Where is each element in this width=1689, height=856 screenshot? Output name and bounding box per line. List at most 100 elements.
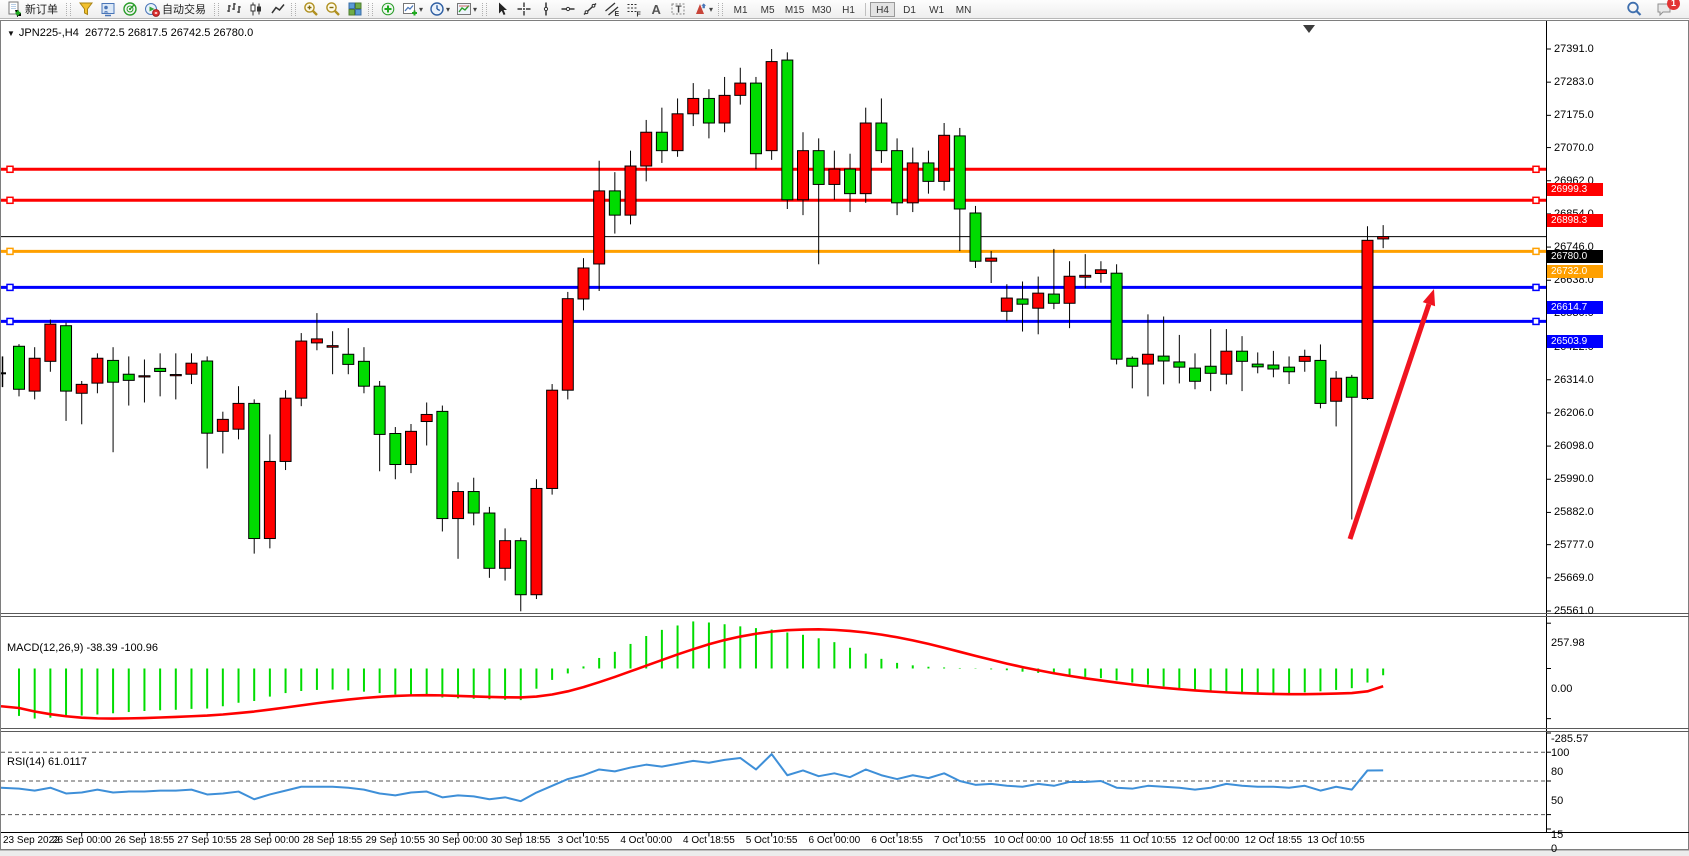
timeframe-button-M30[interactable]: M30 (811, 4, 832, 16)
candle (75, 380, 88, 425)
candle (201, 356, 214, 469)
metaeditor-button[interactable] (75, 1, 97, 18)
line-chart-button[interactable] (267, 1, 289, 18)
timeframe-button-H4[interactable]: H4 (870, 1, 896, 17)
timeframe-button-M15[interactable]: M15 (784, 4, 805, 16)
price-badge: 26898.3 (1547, 213, 1603, 227)
dropdown-arrow-icon[interactable]: ▾ (709, 4, 714, 14)
trendline-button[interactable] (579, 1, 601, 18)
timeframe-button-D1[interactable]: D1 (903, 4, 916, 16)
timeframe-button-M1[interactable]: M1 (733, 4, 748, 16)
candle (1267, 350, 1280, 378)
new-order-button[interactable]: 新订单 (4, 1, 64, 18)
new-chart-button[interactable]: ▾ (399, 1, 426, 18)
candle (875, 98, 888, 163)
time-axis-label: 10 Oct 00:00 (993, 835, 1052, 846)
indicators-button[interactable] (377, 1, 399, 18)
rsi-indicator-label: RSI(14) 61.0117 (7, 755, 87, 768)
line-handle[interactable] (6, 283, 14, 292)
candle (1361, 226, 1374, 401)
candle (91, 353, 104, 394)
line-handle[interactable] (1532, 283, 1540, 292)
periods-button[interactable]: ▾ (426, 1, 453, 18)
hline-objects-layer (1, 165, 1546, 326)
annotation-arrow-head[interactable] (1422, 289, 1436, 307)
toolbar-group: ▾ ▾ ▾ (377, 0, 480, 19)
fibonacci-button[interactable]: F (623, 1, 645, 18)
time-axis-label: 12 Oct 18:55 (1244, 835, 1303, 846)
timeframe-button-W1[interactable]: W1 (929, 4, 945, 16)
text-button[interactable]: A (645, 1, 667, 18)
candle (969, 205, 982, 268)
chart-shift-marker[interactable] (1303, 25, 1315, 33)
line-handle[interactable] (1532, 247, 1540, 256)
time-axis-label: 13 Oct 10:55 (1307, 835, 1365, 846)
text-label-button[interactable]: T (667, 1, 689, 18)
candle (138, 359, 151, 403)
candles-chart-button[interactable] (245, 1, 267, 18)
dropdown-arrow-icon[interactable]: ▾ (419, 4, 424, 14)
candle (483, 506, 496, 578)
macd-pane-layer (1, 621, 1385, 720)
arrows-button[interactable]: ▾ (689, 1, 716, 18)
candle (1173, 334, 1186, 384)
line-handle[interactable] (6, 196, 14, 205)
algo-trading-icon (145, 3, 160, 17)
line-handle[interactable] (6, 317, 14, 326)
tile-windows-button[interactable] (344, 1, 366, 18)
trendline-icon (583, 2, 597, 16)
svg-text:E: E (615, 11, 620, 17)
horizontal-line-button[interactable] (557, 1, 579, 18)
candle (1283, 356, 1296, 385)
profile-button[interactable] (97, 1, 119, 18)
candle (1110, 264, 1123, 365)
equidistant-channel-icon: E (605, 2, 620, 17)
candle (1377, 225, 1390, 249)
bars-chart-button[interactable] (223, 1, 245, 18)
chevron-down-icon[interactable]: ▼ (7, 29, 15, 38)
crosshair-button[interactable] (513, 1, 535, 18)
chart-canvas[interactable] (1, 21, 1689, 851)
candle (655, 107, 668, 163)
price-tick-label: 27391.0 (1554, 43, 1594, 55)
line-handle[interactable] (1532, 165, 1540, 174)
line-handle[interactable] (1532, 196, 1540, 205)
rsi-scale-label: 50 (1551, 795, 1564, 807)
candle (1236, 336, 1249, 392)
price-badge: 26732.0 (1547, 264, 1603, 278)
candle (1047, 248, 1060, 310)
candle (765, 49, 778, 160)
chart-window[interactable]: ▼ JPN225-,H4 26772.5 26817.5 26742.5 2678… (0, 20, 1689, 855)
dropdown-arrow-icon[interactable]: ▾ (446, 4, 451, 14)
search-button[interactable] (1623, 1, 1645, 18)
vertical-line-button[interactable] (535, 1, 557, 18)
radar-button[interactable] (119, 1, 141, 18)
cursor-icon (499, 2, 508, 15)
line-handle[interactable] (6, 165, 14, 174)
annotation-arrow-line[interactable] (1347, 303, 1432, 540)
candle (357, 347, 370, 394)
timeframe-button-M5[interactable]: M5 (760, 4, 775, 16)
equidistant-channel-button[interactable]: E (601, 1, 623, 18)
zoom-out-button[interactable] (322, 1, 344, 18)
rsi-scale-label: 0 (1551, 843, 1558, 855)
zoom-in-button[interactable] (300, 1, 322, 18)
timeframe-button-H1[interactable]: H1 (842, 4, 855, 16)
algo-trading-button[interactable]: 自动交易 (141, 1, 212, 18)
candle (530, 479, 543, 600)
timeframe-button-MN[interactable]: MN (955, 4, 972, 16)
notifications-button[interactable]: 1 (1653, 0, 1680, 18)
templates-button[interactable]: ▾ (453, 1, 480, 18)
toolbar-right: 1 (1623, 0, 1685, 18)
time-axis-label: 26 Sep 00:00 (51, 835, 112, 846)
line-handle[interactable] (6, 247, 14, 256)
line-chart-icon (271, 4, 285, 14)
timeframes-group: M1 M5 M15 M30 H1 H4 D1 W1 MN (727, 0, 977, 19)
cursor-button[interactable] (491, 1, 513, 18)
time-axis-label: 26 Sep 18:55 (114, 835, 175, 846)
search-icon (1627, 1, 1642, 16)
dropdown-arrow-icon[interactable]: ▾ (473, 4, 478, 14)
candle (122, 356, 135, 406)
line-handle[interactable] (1532, 317, 1540, 326)
candle (1251, 352, 1264, 374)
